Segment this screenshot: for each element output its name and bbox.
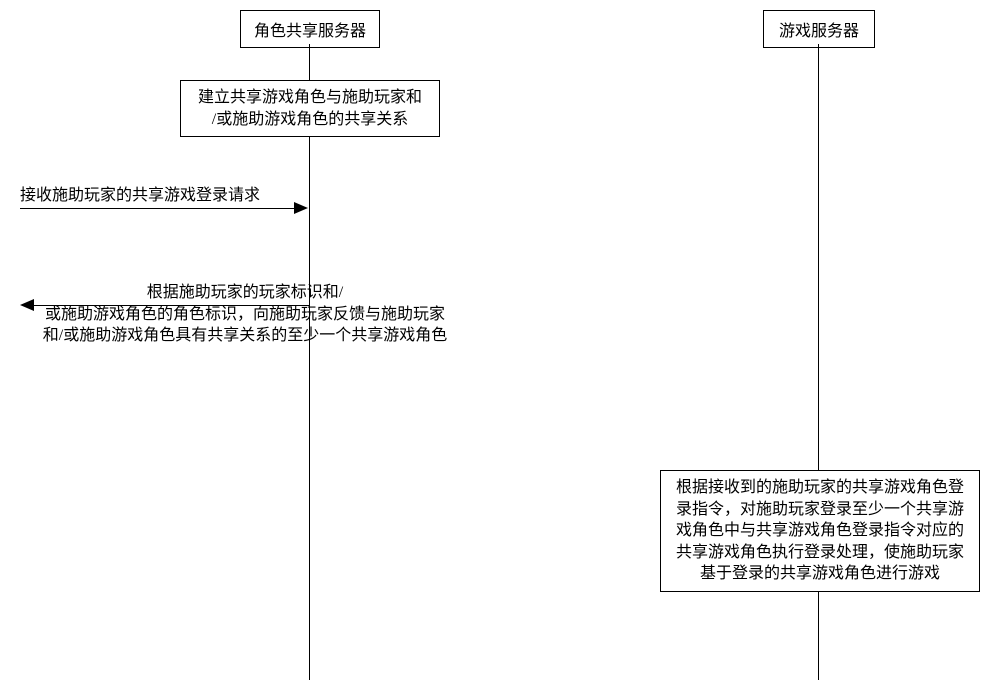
actor-role-share-server: 角色共享服务器 <box>240 10 380 48</box>
step-text-line: 共享游戏角色执行登录处理，使施助玩家 <box>676 544 964 561</box>
msg-text-line: 和/或施助游戏角色具有共享关系的至少一个共享游戏角色 <box>43 327 447 344</box>
step-establish-sharing: 建立共享游戏角色与施助玩家和 /或施助游戏角色的共享关系 <box>180 80 440 137</box>
msg-text-line: 根据施助玩家的玩家标识和/ <box>147 284 343 301</box>
msg-text: 接收施助玩家的共享游戏登录请求 <box>20 187 260 204</box>
step-game-login-processing: 根据接收到的施助玩家的共享游戏角色登 录指令，对施助玩家登录至少一个共享游 戏角… <box>660 470 980 592</box>
msg-text-line: 或施助游戏角色的角色标识，向施助玩家反馈与施助玩家 <box>45 306 445 323</box>
step-text-line: 根据接收到的施助玩家的共享游戏角色登 <box>676 479 964 496</box>
step-text-line: 建立共享游戏角色与施助玩家和 <box>198 89 422 106</box>
lifeline-role-share-server <box>309 44 310 680</box>
msg-login-request-arrowhead <box>294 202 308 214</box>
step-text-line: 戏角色中与共享游戏角色登录指令对应的 <box>676 522 964 539</box>
msg-login-request-line <box>20 208 296 209</box>
actor-game-server: 游戏服务器 <box>763 10 875 48</box>
msg-feedback-line <box>34 305 309 306</box>
step-text-line: 基于登录的共享游戏角色进行游戏 <box>700 565 940 582</box>
actor-label: 游戏服务器 <box>779 23 859 40</box>
msg-login-request-label: 接收施助玩家的共享游戏登录请求 <box>20 185 288 207</box>
step-text-line: 录指令，对施助玩家登录至少一个共享游 <box>676 501 964 518</box>
step-text-line: /或施助游戏角色的共享关系 <box>212 111 408 128</box>
sequence-diagram: 角色共享服务器 游戏服务器 建立共享游戏角色与施助玩家和 /或施助游戏角色的共享… <box>0 0 1000 692</box>
msg-feedback-arrowhead <box>20 299 34 311</box>
actor-label: 角色共享服务器 <box>254 23 366 40</box>
msg-feedback-label: 根据施助玩家的玩家标识和/ 或施助游戏角色的角色标识，向施助玩家反馈与施助玩家 … <box>20 282 470 347</box>
